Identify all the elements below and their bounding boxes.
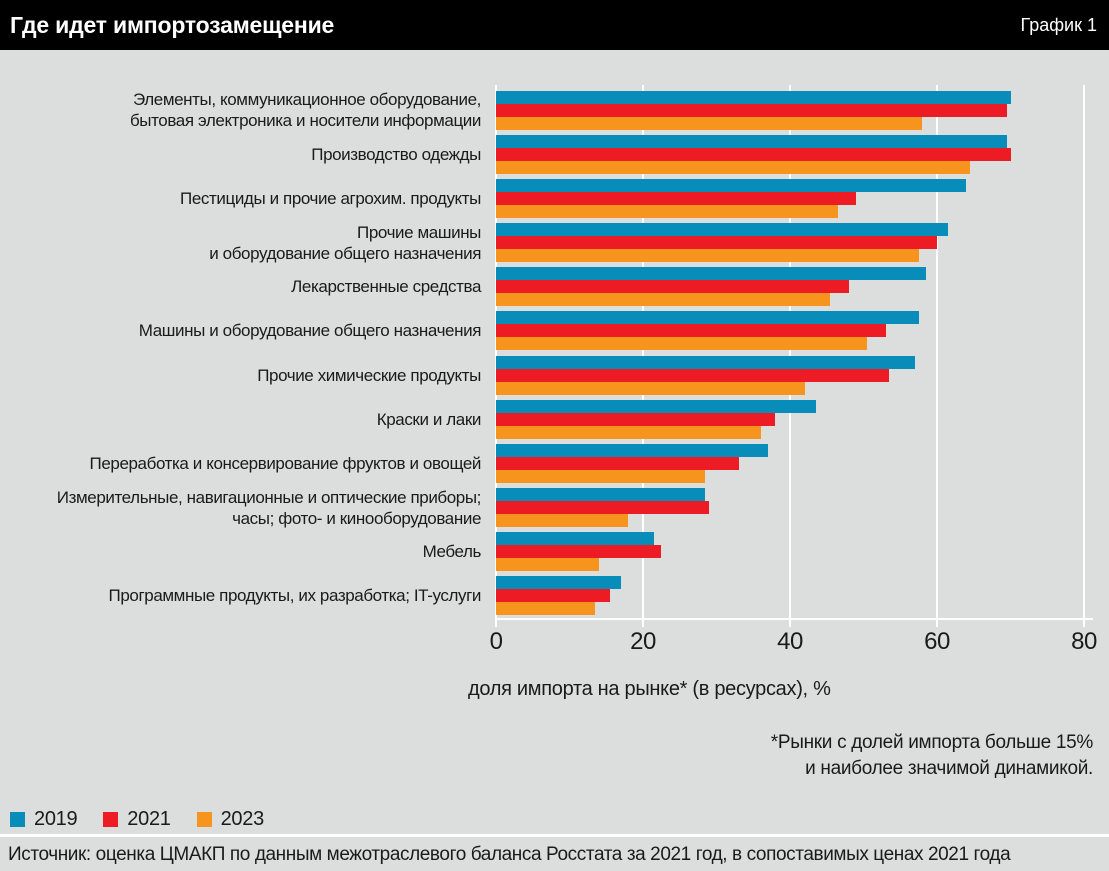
bar-2019-cat1 xyxy=(496,134,1007,148)
bar-2019-cat10 xyxy=(496,532,655,546)
bar-2021-cat10 xyxy=(496,545,662,559)
legend-swatch-2019 xyxy=(10,812,25,827)
x-axis-caption: доля импорта на рынке* (в ресурсах), % xyxy=(468,678,831,700)
category-label-1: Производство одежды xyxy=(0,132,488,176)
bar-2023-cat7 xyxy=(496,425,761,439)
tick-label-40: 40 xyxy=(777,628,803,655)
legend-swatch-2023 xyxy=(196,812,212,827)
category-label-line: Лекарственные средства xyxy=(291,277,481,297)
axis-tick-40 xyxy=(789,618,791,627)
header-bar: Где идет импортозамещение График 1 xyxy=(0,0,1109,50)
gridline-0 xyxy=(495,85,497,619)
gridline-60 xyxy=(936,85,938,619)
bar-2023-cat11 xyxy=(496,602,596,616)
bar-2019-cat3 xyxy=(496,223,949,236)
category-label-line: часы; фото- и кинооборудование xyxy=(232,508,481,528)
legend-item-2019: 2019 xyxy=(10,808,78,831)
axis-tick-0 xyxy=(495,618,497,627)
category-label-line: бытовая электроника и носители информаци… xyxy=(129,111,481,131)
category-label-7: Краски и лаки xyxy=(0,397,488,441)
category-label-0: Элементы, коммуникационное оборудование,… xyxy=(0,88,488,132)
chart-legend: 2019 2021 2023 xyxy=(10,808,264,831)
category-label-5: Машины и оборудование общего назначения xyxy=(0,309,488,353)
chart-number-tag: График 1 xyxy=(1020,14,1097,35)
category-label-2: Пестициды и прочие агрохим. продукты xyxy=(0,176,488,220)
bar-2021-cat0 xyxy=(496,103,1007,117)
category-label-line: Переработка и консервирование фруктов и … xyxy=(89,453,482,473)
bar-2019-cat2 xyxy=(496,178,967,192)
category-label-line: Машины и оборудование общего назначения xyxy=(138,321,482,341)
bar-2021-cat1 xyxy=(496,147,1011,161)
category-label-line: Краски и лаки xyxy=(376,409,482,429)
legend-label-2019: 2019 xyxy=(34,808,78,830)
bar-2023-cat8 xyxy=(496,469,706,483)
category-label-11: Программные продукты, их разработка; IT-… xyxy=(0,574,488,618)
bar-2021-cat4 xyxy=(496,280,849,294)
gridline-20 xyxy=(642,85,644,619)
category-label-line: Элементы, коммуникационное оборудование, xyxy=(133,90,481,110)
bar-2023-cat4 xyxy=(496,293,831,307)
bar-2019-cat0 xyxy=(496,90,1011,104)
bar-2019-cat6 xyxy=(496,355,915,369)
bar-2019-cat8 xyxy=(496,443,768,457)
category-label-8: Переработка и консервирование фруктов и … xyxy=(0,441,488,485)
category-label-6: Прочие химические продукты xyxy=(0,353,488,397)
axis-tick-60 xyxy=(936,618,938,627)
category-label-line: и оборудование общего назначения xyxy=(209,243,481,263)
bar-2019-cat11 xyxy=(496,576,621,590)
legend-item-2021: 2021 xyxy=(103,808,171,831)
legend-item-2023: 2023 xyxy=(196,808,265,831)
legend-label-2021: 2021 xyxy=(127,808,171,830)
axis-tick-20 xyxy=(642,618,644,627)
bar-2019-cat9 xyxy=(496,488,706,501)
bar-2023-cat9 xyxy=(496,514,629,527)
bar-2021-cat5 xyxy=(496,324,886,338)
category-label-line: Мебель xyxy=(422,542,482,562)
tick-label-0: 0 xyxy=(489,628,503,655)
bar-2023-cat3 xyxy=(496,249,919,262)
bar-2023-cat10 xyxy=(496,558,599,572)
bar-2021-cat3 xyxy=(496,236,937,249)
footnote-line-1: *Рынки с долей импорта больше 15% xyxy=(770,732,1094,753)
tick-label-80: 80 xyxy=(1071,628,1097,655)
category-label-line: Программные продукты, их разработка; IT-… xyxy=(108,586,482,606)
bar-2023-cat2 xyxy=(496,204,838,218)
category-label-line: Прочие машины xyxy=(357,222,481,242)
chart-footnote: *Рынки с долей импорта больше 15% и наиб… xyxy=(770,730,1094,782)
bar-2019-cat7 xyxy=(496,399,816,413)
bar-2021-cat6 xyxy=(496,368,890,382)
legend-label-2023: 2023 xyxy=(220,808,265,830)
category-label-line: Прочие химические продукты xyxy=(257,365,481,385)
category-label-line: Измерительные, навигационные и оптически… xyxy=(56,487,482,507)
bar-2023-cat0 xyxy=(496,116,923,130)
bar-2023-cat1 xyxy=(496,160,971,174)
bar-2021-cat2 xyxy=(496,191,857,205)
gridline-40 xyxy=(789,85,791,619)
axis-tick-80 xyxy=(1083,618,1085,627)
category-label-line: Пестициды и прочие агрохим. продукты xyxy=(180,188,481,208)
bar-2021-cat9 xyxy=(496,501,710,514)
category-label-3: Прочие машины и оборудование общего назна… xyxy=(0,221,488,265)
category-label-9: Измерительные, навигационные и оптически… xyxy=(0,486,488,530)
bar-2019-cat4 xyxy=(496,267,926,281)
gridline-80 xyxy=(1083,85,1085,619)
page-title: Где идет импортозамещение xyxy=(10,11,335,38)
bar-2021-cat8 xyxy=(496,456,739,470)
category-label-4: Лекарственные средства xyxy=(0,265,488,309)
bar-2023-cat5 xyxy=(496,337,868,351)
tick-label-20: 20 xyxy=(630,628,656,655)
bar-2021-cat11 xyxy=(496,589,610,603)
tick-label-60: 60 xyxy=(924,628,950,655)
category-label-10: Мебель xyxy=(0,530,488,574)
bar-2023-cat6 xyxy=(496,381,805,395)
divider-line xyxy=(0,834,1109,837)
bar-2019-cat5 xyxy=(496,311,919,325)
category-label-line: Производство одежды xyxy=(311,144,481,164)
bar-2021-cat7 xyxy=(496,412,776,426)
legend-swatch-2021 xyxy=(103,812,119,827)
source-line: Источник: оценка ЦМАКП по данным межотра… xyxy=(8,844,1011,865)
x-axis-line xyxy=(495,618,1093,620)
footnote-line-2: и наиболее значимой динамикой. xyxy=(805,758,1093,779)
